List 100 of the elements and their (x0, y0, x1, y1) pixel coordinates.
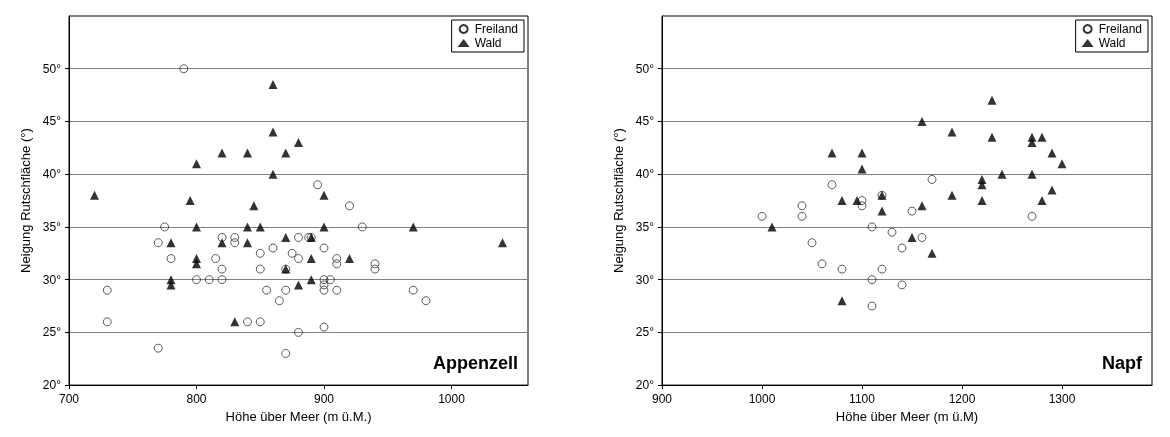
point (90, 190, 99, 200)
point (217, 264, 227, 274)
point (268, 80, 278, 90)
point (325, 275, 335, 285)
point (185, 196, 195, 206)
point (268, 127, 278, 137)
point (887, 227, 897, 237)
point (153, 343, 163, 353)
point (345, 201, 354, 211)
point (255, 264, 265, 274)
point (294, 138, 303, 148)
point (907, 232, 917, 242)
point (332, 285, 342, 295)
point (817, 259, 827, 269)
point (1037, 132, 1047, 142)
y-tick-label: 50° (42, 61, 62, 76)
point (192, 222, 201, 232)
point (867, 301, 877, 311)
point (897, 280, 907, 290)
point (837, 296, 847, 306)
y-tick-label: 40° (42, 167, 62, 182)
point (345, 254, 354, 264)
point (153, 238, 163, 248)
point (1027, 138, 1037, 148)
y-tick-label: 20° (42, 378, 62, 393)
point (1047, 148, 1057, 158)
point (319, 190, 329, 200)
y-tick-label: 40° (635, 167, 655, 182)
point (319, 322, 329, 332)
point (917, 116, 927, 126)
point (166, 238, 176, 248)
point (230, 238, 240, 248)
point (947, 127, 957, 137)
y-tick-label: 30° (635, 272, 655, 287)
point (837, 264, 847, 274)
point (294, 280, 303, 290)
point (947, 190, 957, 200)
point (243, 222, 252, 232)
point (837, 196, 847, 206)
x-tick-label: 1000 (438, 392, 466, 407)
x-tick-label: 1100 (849, 392, 876, 407)
point (997, 169, 1007, 179)
point (268, 169, 278, 179)
point (217, 238, 227, 248)
point (179, 64, 189, 74)
point (294, 233, 303, 242)
legend-label: Wald (474, 36, 502, 50)
point (408, 285, 418, 295)
point (807, 238, 817, 248)
point (192, 259, 201, 269)
legend-label: Wald (1098, 36, 1126, 50)
point (1047, 185, 1057, 195)
point (867, 275, 877, 285)
point (166, 280, 176, 290)
x-tick-label: 1200 (948, 392, 976, 407)
point (313, 180, 323, 190)
point (852, 196, 862, 206)
point (977, 196, 987, 206)
point (332, 254, 342, 263)
point (827, 148, 837, 158)
point (877, 264, 887, 274)
legend-label: Freiland (1098, 22, 1143, 36)
point (217, 148, 227, 158)
point (897, 243, 907, 253)
annotation: Napf (1102, 353, 1144, 373)
y-axis-title: Neigung Rutschfläche (°) (17, 128, 33, 273)
point (1057, 159, 1067, 169)
x-tick-label: 1000 (748, 392, 776, 407)
y-tick-label: 45° (635, 114, 655, 129)
point (1027, 211, 1037, 221)
point (281, 148, 291, 158)
x-tick-label: 900 (651, 392, 673, 407)
x-tick-label: 700 (58, 392, 80, 407)
point (217, 233, 227, 242)
point (294, 327, 303, 337)
point (294, 254, 303, 263)
point (857, 201, 867, 211)
point (166, 254, 176, 263)
point (243, 238, 252, 248)
x-tick-label: 800 (186, 392, 207, 407)
point (857, 196, 867, 205)
point (102, 317, 112, 327)
point (268, 243, 278, 253)
point (262, 285, 272, 295)
point (287, 248, 297, 258)
point (160, 222, 170, 232)
point (757, 211, 767, 221)
point (370, 259, 380, 269)
point (877, 206, 887, 216)
point (281, 285, 291, 295)
point (917, 233, 927, 242)
point (421, 296, 431, 306)
point (857, 148, 867, 158)
point (319, 285, 329, 295)
y-tick-label: 50° (635, 61, 655, 76)
point (987, 95, 997, 105)
point (192, 275, 201, 285)
point (917, 201, 927, 211)
point (274, 296, 284, 306)
point (211, 254, 221, 263)
